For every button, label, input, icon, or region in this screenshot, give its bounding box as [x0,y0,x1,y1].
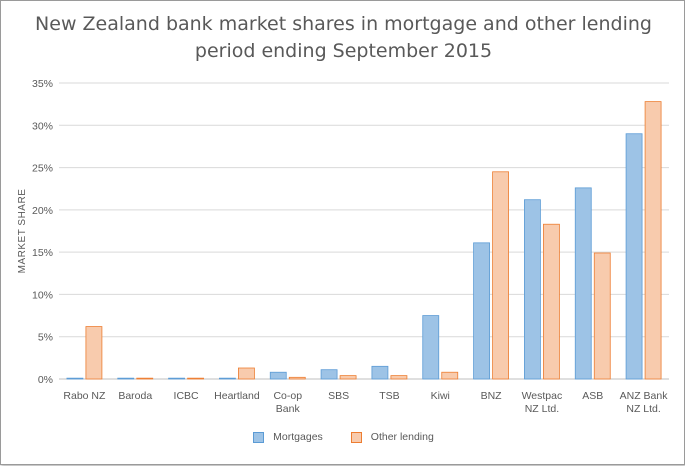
x-tick-label: Kiwi [431,390,450,402]
y-tick-label: 10% [32,289,53,301]
legend-label-other-lending: Other lending [370,431,434,443]
bar-mortgages [168,377,185,380]
legend-swatch-other-lending [350,431,362,443]
y-tick-label: 15% [32,247,53,259]
x-tick-label: TSB [379,390,399,402]
bar-other-lending [593,252,611,380]
x-tick-label: ANZ Bank NZ Ltd. [620,390,669,415]
bar-mortgages [219,377,236,380]
legend: Mortgages Other lending [1,431,685,443]
y-axis-label: MARKET SHARE [17,189,28,274]
y-tick-label: 30% [32,120,53,132]
y-tick-label: 35% [32,78,53,90]
x-tick-label: ICBC [174,390,200,402]
y-tick-label: 25% [32,163,53,175]
legend-label-mortgages: Mortgages [273,431,323,443]
bar-mortgages [66,377,84,380]
bar-mortgages [574,187,592,380]
bar-mortgages [625,133,643,380]
x-tick-label: Co-op Bank [273,390,302,415]
x-tick-label: Rabo NZ [63,390,106,402]
bar-mortgages [269,371,287,380]
bar-other-lending [441,371,459,380]
bar-other-lending [187,377,204,380]
bar-other-lending [390,375,408,380]
y-tick-label: 0% [38,374,53,386]
legend-item-mortgages: Mortgages [253,431,323,443]
y-axis-ticks: 0% 5% 10% 15% 20% 25% 30% 35% [32,78,53,386]
bar-mortgages [473,242,490,380]
bars [66,101,662,380]
y-tick-label: 5% [38,332,53,344]
chart-title-line-1: New Zealand bank market shares in mortga… [35,13,652,35]
bar-mortgages [524,199,541,380]
gridlines [59,82,669,380]
bar-other-lending [288,376,306,380]
bar-other-lending [238,367,255,380]
x-axis-ticks: Rabo NZ Baroda ICBC Heartland Co-op Bank SBS TS… [63,390,668,415]
chart-title-line-2: period ending September 2015 [194,40,493,62]
chart-title: New Zealand bank market shares in mortga… [1,11,685,65]
x-tick-label: SBS [328,390,349,402]
x-tick-label: Baroda [118,390,152,402]
bar-other-lending [339,375,357,380]
legend-swatch-mortgages [253,431,265,443]
bar-mortgages [320,369,338,380]
x-tick-label: Westpac NZ Ltd. [522,390,563,415]
x-tick-label: Heartland [214,390,260,402]
bar-mortgages [371,365,389,380]
x-tick-label: BNZ [481,390,503,402]
bar-other-lending [492,171,509,380]
bar-other-lending [136,377,154,380]
bar-mortgages [422,315,440,380]
legend-item-other-lending: Other lending [350,431,434,443]
bar-other-lending [85,326,103,380]
bar-other-lending [543,223,560,380]
y-tick-label: 20% [32,205,53,217]
bar-mortgages [117,377,135,380]
x-tick-label: ASB [582,390,603,402]
bar-other-lending [644,101,662,380]
